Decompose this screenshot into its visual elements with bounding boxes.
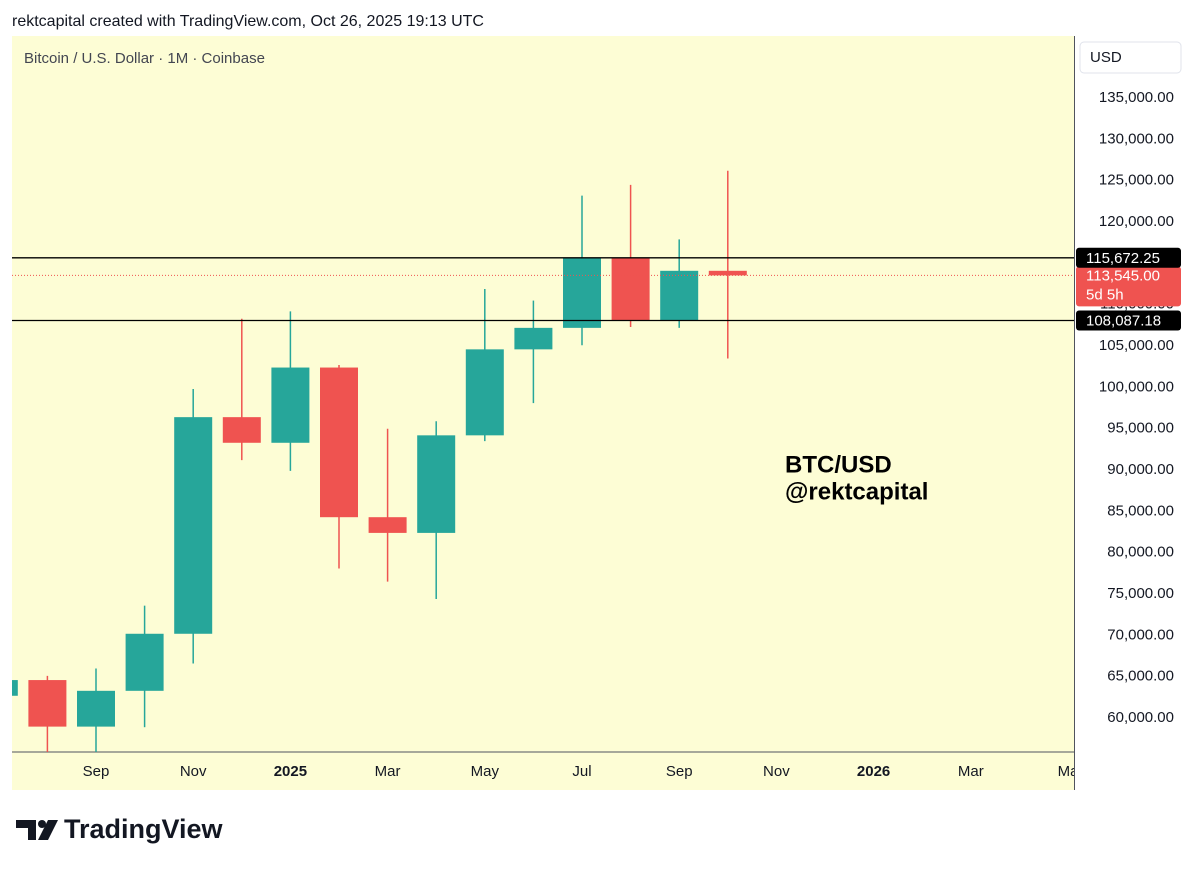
candle-body bbox=[417, 435, 456, 533]
candle-body bbox=[465, 349, 504, 436]
last-price-label: 113,545.00 bbox=[1086, 267, 1160, 284]
y-tick-label: 85,000.00 bbox=[1107, 502, 1174, 519]
x-tick-label: Sep bbox=[666, 763, 693, 780]
annotation: BTC/USD bbox=[785, 451, 892, 478]
x-tick-label: Mar bbox=[958, 763, 984, 780]
brand-name: TradingView bbox=[64, 814, 224, 844]
y-tick-label: 135,000.00 bbox=[1099, 89, 1174, 106]
logo-part bbox=[16, 820, 36, 840]
chart-pane bbox=[12, 36, 1074, 790]
currency-label[interactable]: USD bbox=[1090, 49, 1122, 66]
x-ticks: Sep Nov 2025 Mar May Jul Sep Nov 2026 Mar Ma bbox=[83, 763, 1079, 780]
candle-body bbox=[708, 270, 747, 276]
candle-body bbox=[514, 327, 553, 350]
last-price-box bbox=[1076, 266, 1181, 307]
price-axis bbox=[1075, 36, 1188, 790]
logo-part bbox=[38, 820, 46, 828]
x-tick-label: Ma bbox=[1058, 763, 1079, 780]
chart-title: Bitcoin / U.S. Dollar · 1M · Coinbase bbox=[24, 50, 265, 67]
y-tick-label: 60,000.00 bbox=[1107, 709, 1174, 726]
price-labels: 113,545.00 5d 5h 115,672.25 108,087.18 bbox=[1076, 247, 1181, 331]
candle-body bbox=[320, 367, 358, 518]
candle-body bbox=[28, 680, 67, 727]
level-box bbox=[1076, 310, 1181, 331]
level-box bbox=[1076, 247, 1181, 268]
brand-logo bbox=[16, 820, 58, 840]
y-tick-label: 95,000.00 bbox=[1107, 420, 1174, 437]
y-tick-label: 75,000.00 bbox=[1107, 585, 1174, 602]
candle-body bbox=[611, 257, 650, 321]
y-tick-label: 100,000.00 bbox=[1099, 378, 1174, 395]
y-tick-label: 125,000.00 bbox=[1099, 172, 1174, 189]
x-tick-label: 2026 bbox=[857, 763, 890, 780]
candle-body bbox=[12, 680, 18, 696]
x-tick-label: May bbox=[471, 763, 500, 780]
header: rektcapital created with TradingView.com… bbox=[12, 13, 484, 30]
annotation: @rektcapital bbox=[785, 478, 928, 505]
candle-body bbox=[660, 270, 699, 321]
y-tick-label: 130,000.00 bbox=[1099, 130, 1174, 147]
candle-body bbox=[368, 517, 407, 533]
currency-button[interactable] bbox=[1079, 41, 1182, 74]
y-tick-label: 70,000.00 bbox=[1107, 626, 1174, 643]
candle-body bbox=[271, 367, 310, 443]
x-tick-label: Mar bbox=[375, 763, 401, 780]
x-tick-label: Jul bbox=[572, 763, 591, 780]
level-label: 115,672.25 bbox=[1086, 250, 1160, 267]
y-tick-label: 90,000.00 bbox=[1107, 461, 1174, 478]
y-tick-label: 80,000.00 bbox=[1107, 544, 1174, 561]
candle-body bbox=[125, 633, 164, 691]
candle-body bbox=[222, 417, 261, 443]
logo-part bbox=[38, 820, 58, 840]
plot bbox=[12, 170, 1074, 752]
candle-body bbox=[174, 417, 213, 634]
candle-body bbox=[563, 257, 601, 328]
x-tick-label: Nov bbox=[763, 763, 790, 780]
y-tick-label: 65,000.00 bbox=[1107, 668, 1174, 685]
countdown-label: 5d 5h bbox=[1086, 286, 1124, 303]
y-tick-label: 105,000.00 bbox=[1099, 337, 1174, 354]
x-tick-label: 2025 bbox=[274, 763, 307, 780]
candle-body bbox=[77, 690, 115, 727]
x-tick-label: Sep bbox=[83, 763, 110, 780]
y-tick-label: 120,000.00 bbox=[1099, 213, 1174, 230]
level-label: 108,087.18 bbox=[1086, 312, 1161, 329]
x-tick-label: Nov bbox=[180, 763, 207, 780]
